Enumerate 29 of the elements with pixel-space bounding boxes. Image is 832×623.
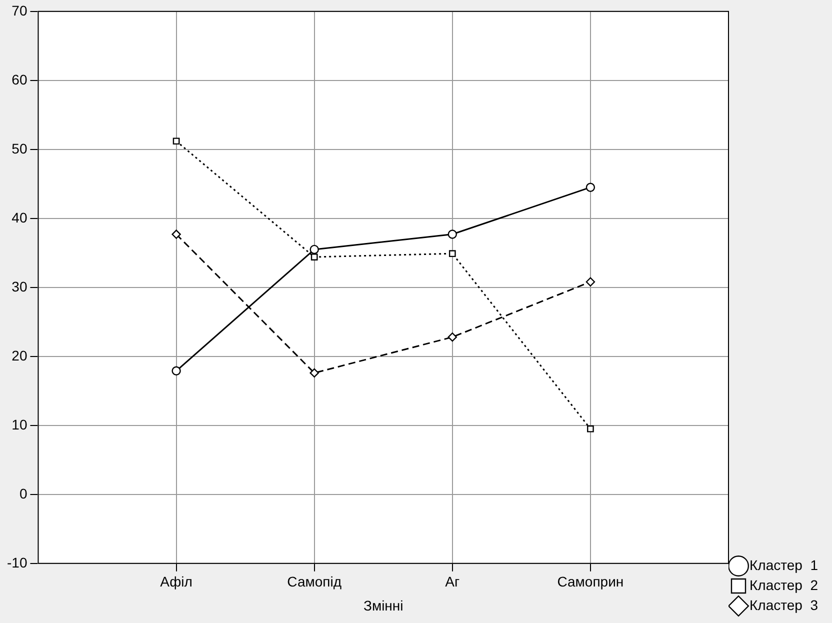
point	[586, 277, 596, 286]
y-tick-label: 70	[12, 2, 28, 18]
legend-label: Кластер 1	[749, 556, 818, 573]
x-tick-label: Аг	[445, 574, 460, 590]
point	[448, 332, 457, 342]
point	[448, 250, 456, 258]
x-tick-label: Самоприн	[557, 574, 624, 590]
point	[310, 254, 318, 260]
y-tick-label: 40	[12, 209, 28, 226]
y-tick-label: 0	[19, 485, 28, 502]
x-tick-label: Афіл	[160, 574, 192, 590]
y-tick-label: 50	[12, 140, 28, 156]
point	[310, 368, 319, 378]
point	[172, 230, 181, 239]
y-tick-label: 30	[12, 278, 28, 294]
point	[448, 230, 457, 239]
point	[310, 244, 319, 254]
point	[172, 138, 180, 145]
legend-label: Кластер 3	[749, 596, 818, 613]
x-tick-label: Самопід	[287, 574, 342, 590]
y-tick-label: 10	[12, 416, 28, 432]
point	[586, 182, 596, 192]
y-tick-label: 60	[12, 71, 28, 88]
y-tick-label: -10	[7, 554, 28, 570]
y-tick-label: 20	[12, 347, 28, 364]
legend-label: Кластер 2	[749, 576, 818, 593]
point	[172, 366, 181, 376]
x-axis-title: Змінні	[363, 597, 404, 614]
point	[587, 425, 594, 432]
